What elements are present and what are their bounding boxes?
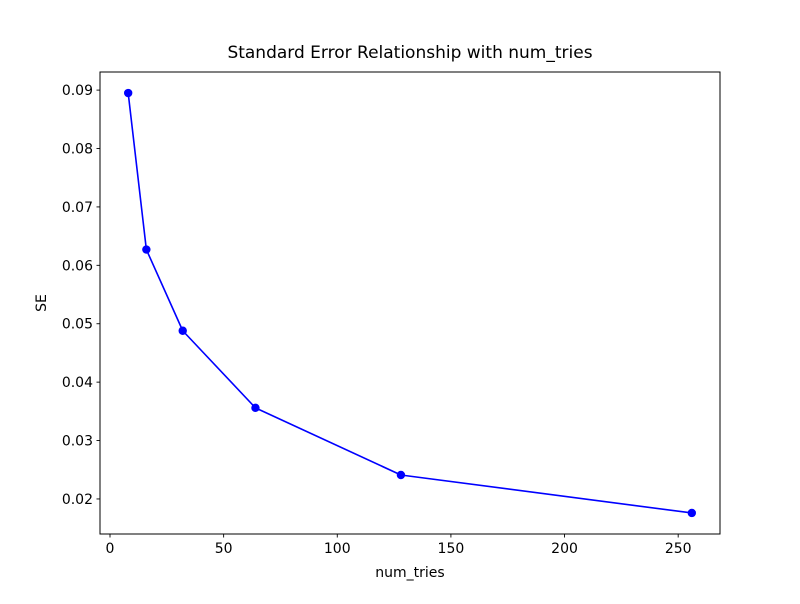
y-tick-label: 0.07	[62, 200, 93, 216]
y-tick-label: 0.08	[62, 142, 93, 158]
x-tick-label: 150	[438, 541, 465, 557]
y-tick-label: 0.03	[62, 434, 93, 450]
y-tick-label: 0.04	[62, 375, 93, 391]
plot-area-border	[99, 71, 721, 535]
axis-ticks: 0 50 100 150 200 250 0.02 0.03 0.04 0.05 0.06 0.07 0…	[62, 83, 692, 557]
y-tick-label: 0.06	[62, 258, 93, 274]
x-tick-label: 100	[324, 541, 351, 557]
x-tick-label: 250	[665, 541, 692, 557]
data-point	[687, 508, 697, 518]
x-tick-label: 200	[551, 541, 578, 557]
x-tick-label: 50	[215, 541, 233, 557]
data-point	[142, 245, 151, 254]
y-tick-label: 0.02	[62, 492, 93, 508]
series-line	[127, 92, 692, 514]
y-tick-label: 0.09	[62, 83, 93, 99]
data-point	[178, 326, 187, 335]
data-point	[396, 470, 406, 480]
x-axis-label: num_tries	[375, 565, 444, 581]
data-point	[251, 403, 260, 413]
y-axis-label: SE	[34, 294, 50, 312]
data-point	[123, 88, 133, 98]
chart-title: Standard Error Relationship with num_tri…	[227, 43, 592, 63]
data-series	[123, 88, 697, 518]
y-tick-label: 0.05	[62, 317, 93, 333]
x-tick-label: 0	[106, 541, 115, 557]
